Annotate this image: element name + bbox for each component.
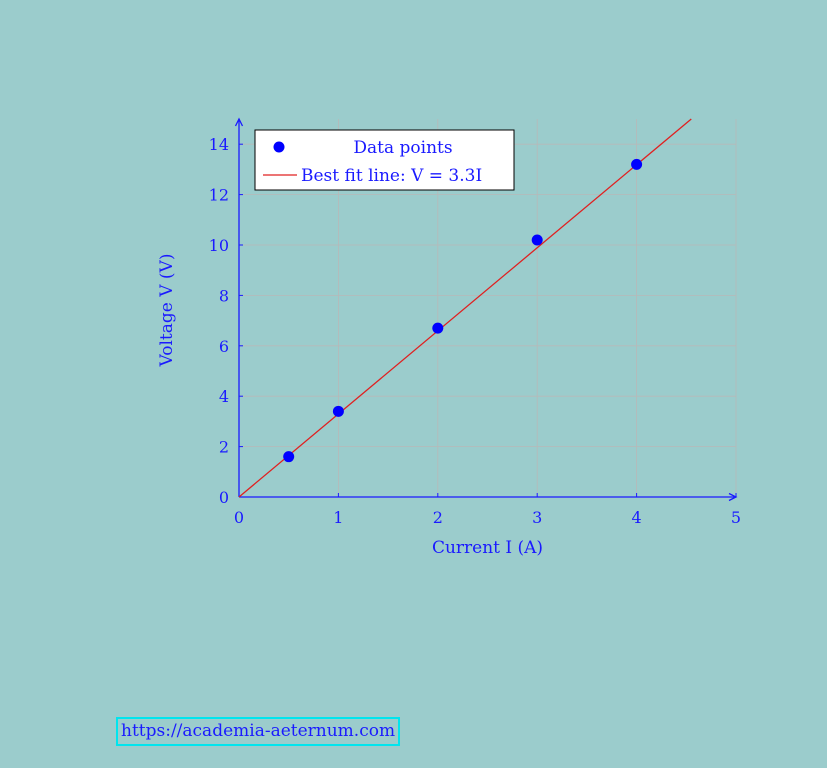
legend-label: Best fit line: V = 3.3I — [301, 166, 482, 186]
y-tick-label: 8 — [219, 286, 229, 305]
axis-labels: Current I (A) Voltage V (V) — [157, 254, 543, 558]
y-tick-label: 4 — [219, 387, 229, 406]
best-fit-line — [238, 118, 692, 498]
data-point — [531, 234, 543, 246]
y-tick-label: 2 — [219, 438, 229, 457]
legend: Data points Best fit line: V = 3.3I — [254, 129, 515, 191]
footer-url[interactable]: https://academia-aeternum.com — [116, 717, 401, 746]
y-tick-label: 12 — [209, 186, 229, 205]
plot-area — [238, 118, 692, 498]
x-axis-label: Current I (A) — [432, 538, 543, 558]
x-tick-label: 1 — [333, 508, 343, 527]
x-tick-label: 3 — [532, 508, 542, 527]
data-point — [332, 405, 344, 417]
legend-box — [254, 129, 515, 191]
x-tick-label: 4 — [632, 508, 642, 527]
x-tick-label: 0 — [234, 508, 244, 527]
data-point — [432, 322, 444, 334]
x-tick-label: 5 — [731, 508, 741, 527]
y-tick-label: 6 — [219, 337, 229, 356]
x-tick-label: 2 — [433, 508, 443, 527]
y-axis-label: Voltage V (V) — [157, 254, 177, 368]
y-tick-label: 10 — [209, 236, 229, 255]
y-tick-label: 0 — [219, 488, 229, 507]
legend-label: Data points — [353, 138, 452, 158]
y-axis-arrow — [234, 117, 244, 127]
data-point — [283, 451, 295, 463]
y-tick-label: 14 — [209, 135, 229, 154]
data-point — [631, 158, 643, 170]
legend-marker-scatter — [273, 141, 285, 153]
